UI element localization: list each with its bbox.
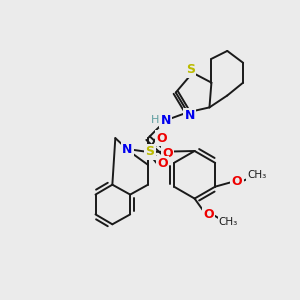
Text: CH₃: CH₃ xyxy=(219,217,238,227)
Text: O: O xyxy=(158,158,168,170)
Text: N: N xyxy=(161,114,171,127)
Text: O: O xyxy=(203,208,214,221)
Text: O: O xyxy=(163,148,173,160)
Text: H: H xyxy=(151,115,159,125)
Text: O: O xyxy=(232,175,242,188)
Text: O: O xyxy=(157,132,167,145)
Text: N: N xyxy=(122,142,132,155)
Text: N: N xyxy=(184,109,195,122)
Text: S: S xyxy=(146,146,154,158)
Text: CH₃: CH₃ xyxy=(247,170,266,180)
Text: S: S xyxy=(186,63,195,76)
